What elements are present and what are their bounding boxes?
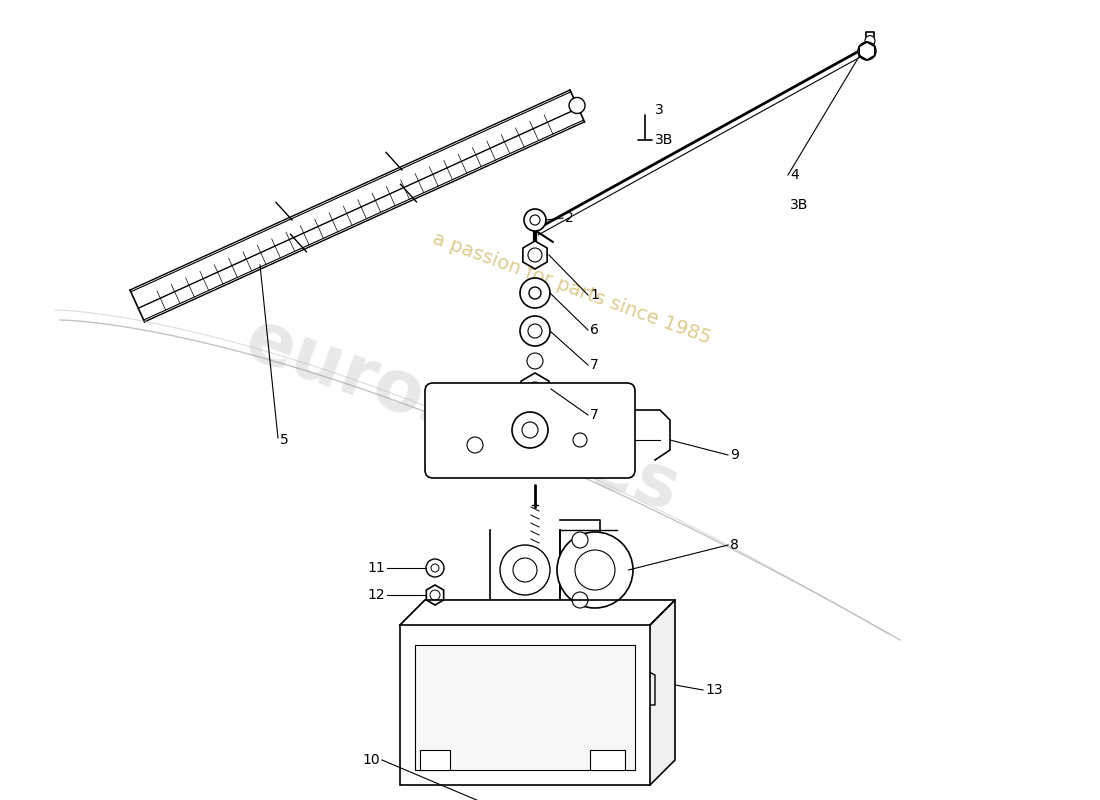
Bar [400,625,650,785]
Circle shape [513,558,537,582]
Text: 8: 8 [730,538,739,552]
Circle shape [524,209,546,231]
Circle shape [575,550,615,590]
Polygon shape [859,42,874,60]
Text: 11: 11 [367,561,385,575]
Bar [415,645,635,770]
Circle shape [520,316,550,346]
Polygon shape [522,241,547,269]
Text: 5: 5 [280,433,288,447]
Circle shape [500,545,550,595]
Polygon shape [650,600,675,785]
Circle shape [865,36,874,46]
Text: 10: 10 [362,753,380,767]
Text: 3: 3 [654,103,663,117]
Circle shape [512,412,548,448]
Circle shape [527,353,543,369]
Circle shape [520,278,550,308]
Circle shape [528,324,542,338]
Polygon shape [400,600,675,625]
Text: 3B: 3B [654,133,673,147]
Text: 7: 7 [590,408,598,422]
Text: a passion for parts since 1985: a passion for parts since 1985 [430,229,714,347]
Circle shape [572,592,588,608]
Circle shape [557,532,632,608]
Text: 2: 2 [565,211,574,225]
Text: 4: 4 [790,168,799,182]
Circle shape [572,532,588,548]
Text: eurospares: eurospares [235,306,689,526]
Circle shape [522,422,538,438]
Text: 9: 9 [730,448,739,462]
Text: 6: 6 [590,323,598,337]
Circle shape [573,433,587,447]
Bar [590,750,625,770]
Text: 13: 13 [705,683,723,697]
Text: 3B: 3B [790,198,808,212]
Text: 12: 12 [367,588,385,602]
Circle shape [528,382,542,396]
Circle shape [529,287,541,299]
Circle shape [569,98,585,114]
Circle shape [530,215,540,225]
Circle shape [430,590,440,600]
FancyBboxPatch shape [425,383,635,478]
Text: 1: 1 [590,288,598,302]
Circle shape [431,564,439,572]
Bar [420,750,450,770]
Circle shape [468,437,483,453]
Text: 7: 7 [590,358,598,372]
Circle shape [528,248,542,262]
Polygon shape [521,373,549,405]
Circle shape [858,42,876,60]
Circle shape [426,559,444,577]
Polygon shape [427,585,443,605]
